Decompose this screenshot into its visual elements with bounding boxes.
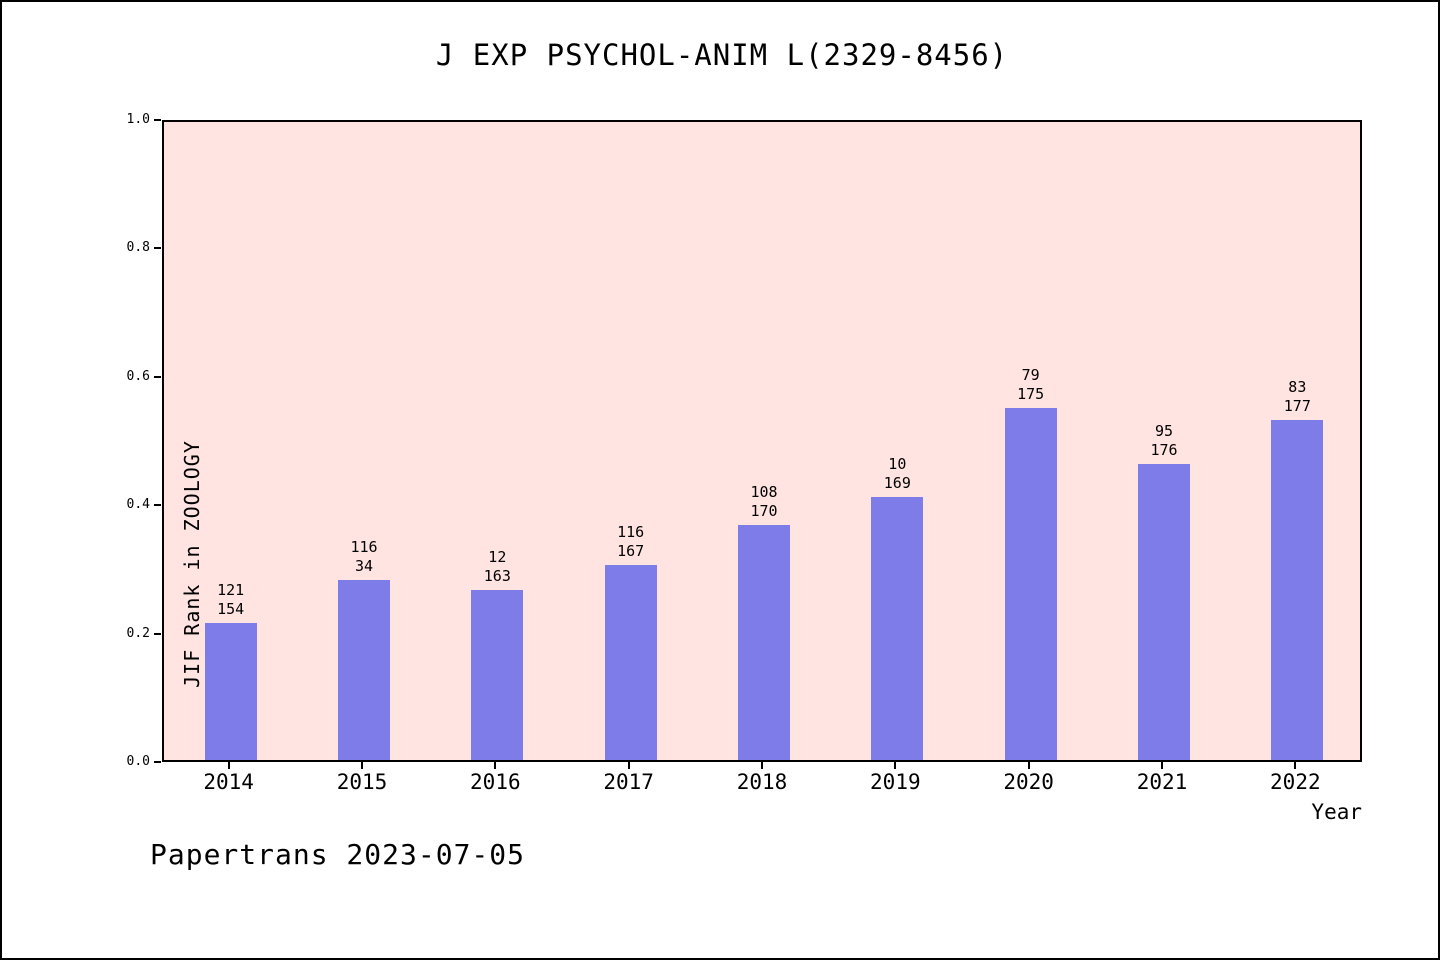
x-tick-label: 2022 xyxy=(1270,770,1321,794)
bar-value-label: 83 177 xyxy=(1227,378,1367,416)
bar-value-bottom: 170 xyxy=(750,502,778,521)
y-tick-mark xyxy=(154,247,161,250)
y-tick-label: 1.0 xyxy=(126,112,150,127)
bar-value-bottom: 154 xyxy=(217,600,245,619)
bar xyxy=(204,623,257,760)
y-tick-mark xyxy=(154,119,161,121)
bar-value-top: 12 xyxy=(488,547,507,566)
bar xyxy=(604,564,657,760)
bar-value-label: 10 169 xyxy=(827,455,967,493)
y-tick-label: 0.0 xyxy=(126,754,150,769)
bar-value-label: 121 154 xyxy=(161,581,301,619)
y-tick-mark xyxy=(154,504,161,507)
x-axis-label: Year xyxy=(1311,800,1362,824)
y-tick-mark xyxy=(154,761,161,763)
bar xyxy=(871,496,924,760)
bar-value-top: 116 xyxy=(350,538,378,557)
x-tick-mark xyxy=(627,762,630,769)
y-tick-label: 0.2 xyxy=(126,625,150,641)
bar xyxy=(338,580,390,760)
bar xyxy=(738,525,790,760)
bar-value-bottom: 175 xyxy=(1017,385,1045,404)
bar-value-bottom: 167 xyxy=(617,541,645,560)
bar-value-label: 12 163 xyxy=(427,548,567,586)
y-tick-label: 0.6 xyxy=(126,368,150,384)
plot-area: JIF Rank in ZOOLOGY 121 154 116 34 12 163 116 1… xyxy=(162,120,1362,762)
x-tick-label: 2020 xyxy=(1003,770,1054,794)
y-tick-mark xyxy=(154,632,161,635)
chart-title: J EXP PSYCHOL-ANIM L(2329-8456) xyxy=(435,38,1009,72)
x-tick-label: 2014 xyxy=(203,770,254,794)
bar xyxy=(1004,408,1057,760)
bar-value-top: 79 xyxy=(1021,366,1040,385)
x-tick-label: 2017 xyxy=(603,770,654,794)
x-tick-mark xyxy=(1161,762,1163,769)
bar-value-top: 108 xyxy=(750,483,778,502)
bar xyxy=(471,589,524,760)
bar-value-bottom: 34 xyxy=(354,557,374,576)
bar-value-label: 108 170 xyxy=(694,483,834,521)
bar-value-label: 95 176 xyxy=(1094,422,1234,460)
x-tick-mark xyxy=(1027,762,1030,769)
bar-value-bottom: 169 xyxy=(883,473,911,492)
bar xyxy=(1138,464,1190,760)
x-tick-mark xyxy=(494,762,497,769)
x-tick-label: 2018 xyxy=(736,770,788,794)
x-tick-label: 2021 xyxy=(1136,770,1188,794)
bar-value-bottom: 163 xyxy=(483,566,511,585)
x-tick-mark xyxy=(227,762,230,769)
bar-value-top: 116 xyxy=(617,522,645,541)
bar-value-bottom: 177 xyxy=(1283,396,1311,415)
x-tick-label: 2016 xyxy=(470,770,521,794)
x-tick-label: 2015 xyxy=(336,770,388,794)
bar-value-top: 95 xyxy=(1154,422,1174,441)
bar xyxy=(1271,419,1324,760)
bar-value-top: 10 xyxy=(888,454,907,473)
bar-value-top: 121 xyxy=(217,581,245,600)
watermark-text: Papertrans 2023-07-05 xyxy=(150,838,526,871)
y-tick-mark xyxy=(154,375,161,378)
bar-value-label: 116 167 xyxy=(561,523,701,561)
bar-value-bottom: 176 xyxy=(1150,441,1178,460)
y-tick-label: 0.8 xyxy=(126,240,150,256)
y-tick-label: 0.4 xyxy=(126,497,150,513)
x-tick-mark xyxy=(1294,762,1297,769)
y-axis-label: JIF Rank in ZOOLOGY xyxy=(180,440,204,688)
bar-value-label: 116 34 xyxy=(294,538,434,576)
bar-value-label: 79 175 xyxy=(961,366,1101,404)
x-tick-mark xyxy=(361,762,363,769)
x-tick-mark xyxy=(894,762,897,769)
x-tick-label: 2019 xyxy=(870,770,921,794)
x-tick-mark xyxy=(761,762,763,769)
bar-value-top: 83 xyxy=(1288,377,1307,396)
